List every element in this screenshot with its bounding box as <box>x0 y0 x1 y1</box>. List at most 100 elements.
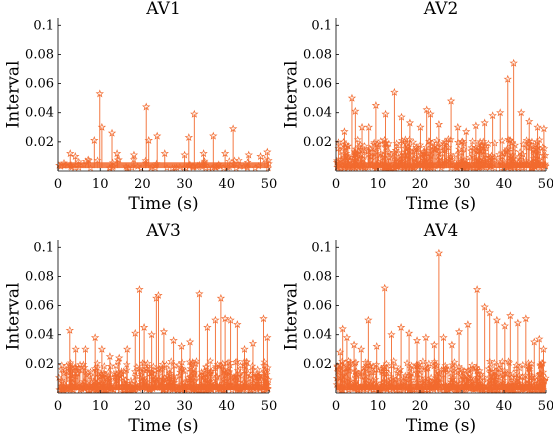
star-marker <box>114 368 123 376</box>
star-marker <box>412 378 421 386</box>
star-marker <box>158 364 167 372</box>
star-marker <box>413 362 422 370</box>
y-axis-label: Interval <box>282 283 302 351</box>
peak-marker <box>396 323 406 331</box>
star-marker <box>199 372 208 380</box>
star-marker <box>418 376 427 384</box>
star-marker <box>496 360 504 368</box>
star-marker <box>431 145 440 153</box>
star-marker <box>61 366 70 374</box>
peak-marker <box>453 122 462 131</box>
peak-marker <box>521 314 531 323</box>
star-marker <box>536 370 545 378</box>
star-marker <box>459 372 467 381</box>
stem-series <box>55 89 273 172</box>
peak-marker <box>220 149 230 158</box>
star-marker <box>495 150 503 158</box>
star-marker <box>346 358 355 366</box>
star-marker <box>336 142 345 150</box>
peak-marker <box>404 328 414 337</box>
star-marker <box>334 365 343 373</box>
star-marker <box>538 359 547 367</box>
peak-marker <box>180 150 189 159</box>
x-tick-label: 30 <box>454 399 471 414</box>
stem-series <box>55 285 273 394</box>
star-marker <box>391 146 400 154</box>
x-axis-label: Time (s) <box>128 416 198 436</box>
star-marker <box>110 369 118 377</box>
star-marker <box>529 154 538 162</box>
peak-marker <box>107 128 117 137</box>
peak-marker <box>416 122 425 131</box>
star-marker <box>260 373 269 381</box>
peak-marker <box>90 136 99 144</box>
star-marker <box>230 372 238 381</box>
peak-marker <box>263 147 272 156</box>
peak-marker <box>71 152 80 160</box>
star-marker <box>409 138 418 146</box>
baseline-band <box>337 384 546 391</box>
star-marker <box>379 364 388 372</box>
peak-marker <box>144 136 153 144</box>
star-marker <box>441 144 450 153</box>
star-marker <box>84 155 93 163</box>
star-marker <box>442 138 451 146</box>
peak-marker <box>185 337 195 346</box>
star-marker <box>57 365 66 373</box>
star-marker <box>342 140 351 148</box>
star-marker <box>90 364 99 373</box>
stem-series <box>332 58 550 172</box>
star-marker <box>445 156 454 164</box>
star-marker <box>527 359 536 367</box>
star-marker <box>252 378 260 386</box>
star-marker <box>236 369 244 377</box>
star-marker <box>434 155 443 164</box>
panel-title: AV1 <box>145 0 181 19</box>
star-marker <box>213 372 221 380</box>
star-marker <box>170 375 179 383</box>
y-tick-label: 0.02 <box>303 135 332 150</box>
peak-marker <box>405 118 415 127</box>
x-tick-label: 10 <box>370 177 387 192</box>
peak-marker <box>412 336 422 345</box>
peak-marker <box>539 344 548 353</box>
peak-marker <box>209 131 218 140</box>
star-marker <box>421 363 430 371</box>
peak-marker <box>169 336 178 345</box>
y-tick-label: 0.1 <box>33 240 54 255</box>
y-tick-label: 0.08 <box>303 269 332 284</box>
peak-marker <box>506 311 515 320</box>
star-marker <box>475 155 484 163</box>
star-marker <box>425 376 434 385</box>
peak-marker <box>248 339 258 348</box>
star-marker <box>245 374 254 383</box>
peak-marker <box>422 105 431 114</box>
star-marker <box>438 142 447 151</box>
star-marker <box>333 156 341 165</box>
star-marker <box>370 138 379 146</box>
star-marker <box>385 148 393 156</box>
peak-marker <box>159 327 169 336</box>
x-tick-label: 20 <box>412 177 429 192</box>
y-tick-label: 0.06 <box>25 299 54 314</box>
star-marker <box>412 143 421 151</box>
peak-marker <box>390 87 399 96</box>
star-marker <box>511 141 520 149</box>
star-marker <box>512 361 521 369</box>
star-marker <box>438 149 447 158</box>
star-marker <box>406 363 414 372</box>
star-marker <box>235 156 243 164</box>
x-tick-label: 0 <box>54 399 62 414</box>
peak-marker <box>226 315 235 324</box>
star-marker <box>434 378 443 386</box>
star-marker <box>389 156 398 165</box>
y-axis-label: Interval <box>4 61 24 129</box>
peak-marker <box>160 149 169 158</box>
peak-marker <box>503 74 512 83</box>
y-tick-label: 0.04 <box>303 106 332 121</box>
peak-marker <box>513 318 523 327</box>
x-axis-label: Time (s) <box>406 416 476 436</box>
baseline-band <box>337 162 546 169</box>
star-marker <box>176 368 184 376</box>
star-marker <box>499 149 508 157</box>
